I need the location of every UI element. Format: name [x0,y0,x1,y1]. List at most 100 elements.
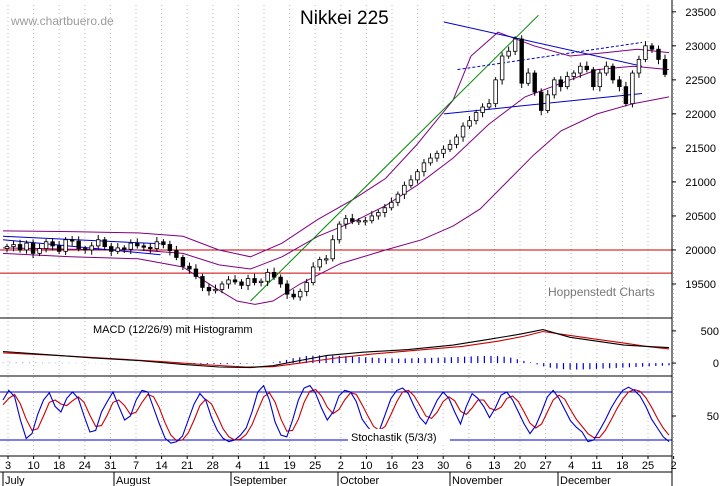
candle-body [193,268,199,277]
candle-body [356,220,362,223]
macd-label: MACD (12/26/9) mit Histogramm [93,324,253,336]
candle-body [558,79,563,88]
candle-body [115,247,120,252]
candle-body [291,293,296,298]
x-day-label: 2 [338,460,344,472]
candle-body [552,79,557,96]
x-month-label: September [233,475,287,486]
candle-body [4,246,10,249]
x-day-label: 10 [27,460,39,472]
trendline [443,21,643,67]
candle-body [161,241,166,245]
candle-body [219,283,225,290]
chart-title: Nikkei 225 [300,8,389,29]
candle-body [623,86,629,105]
macd-signal-line [2,330,670,368]
x-day-label: 4 [568,460,574,472]
candle-body [649,45,655,50]
candle-body [82,248,88,251]
candle-body [597,72,603,88]
x-day-label: 28 [207,460,219,472]
candle-body [252,278,257,284]
candle-body [662,59,668,75]
y-tick-label: 23500 [685,7,716,19]
candle-body [630,72,635,105]
macd-panel [2,329,670,370]
candle-body [519,38,524,84]
x-day-label: 23 [411,460,423,472]
candle-body [382,207,388,213]
candle-body [525,72,531,84]
x-day-label: 14 [155,460,167,472]
y-tick-label: 20500 [685,211,716,223]
macd-line [2,329,670,369]
candle-body [656,48,661,60]
candle-body [30,242,36,254]
candle-body [304,282,309,292]
candle-body [96,239,101,247]
candle-body [454,136,459,145]
x-day-label: 18 [53,460,65,472]
x-day-label: 11 [591,460,602,472]
bollinger-upper-band [2,31,670,258]
candle-body [56,245,62,252]
trendline [457,41,643,71]
candle-body [395,193,401,203]
candle-body [245,278,251,286]
candle-body [154,241,160,249]
candle-body [135,242,140,247]
x-day-label: 30 [437,460,449,472]
candle-body [486,103,492,108]
x-day-label: 10 [360,460,372,472]
candle-body [506,50,511,57]
stoch-tick-label: 50 [707,411,719,423]
x-day-label: 3 [5,460,11,472]
candle-body [604,65,609,74]
candle-body [239,281,244,286]
candle-body [63,239,68,252]
trendline [2,235,161,245]
candle-body [174,250,179,258]
stoch-k-line [2,384,670,444]
x-day-label: 6 [466,460,472,472]
candle-body [441,148,446,154]
x-day-label: 27 [539,460,551,472]
x-day-label: 25 [309,460,321,472]
candle-body [415,171,420,181]
candle-body [343,218,348,225]
x-day-label: 2 [671,460,677,472]
candle-body [493,79,498,105]
candle-body [499,55,505,81]
candle-body [43,241,49,249]
candle-body [350,218,355,222]
stochastic-label-bg [348,429,450,444]
candle-body [167,244,173,252]
x-month-label: December [560,475,611,486]
candle-body [271,272,277,278]
candle-body [584,65,590,71]
candle-body [122,247,127,250]
x-month-label: November [452,475,503,486]
candle-body [141,245,147,248]
x-day-label: 11 [258,460,269,472]
candle-body [226,279,231,285]
candle-body [473,112,479,122]
candle-body [317,259,322,268]
candle-body [89,245,94,251]
x-day-label: 7 [133,460,139,472]
trendline [2,239,161,256]
x-day-label: 20 [514,460,526,472]
candle-body [402,184,407,195]
candle-body [643,45,648,60]
candle-body [76,240,81,249]
candle-body [428,157,433,164]
candle-body [330,239,335,260]
candle-body [297,291,303,298]
candle-body [11,244,16,247]
x-day-label: 16 [386,460,398,472]
candle-body [109,246,114,252]
trendline [250,14,539,302]
price-panel [0,14,672,305]
candle-body [408,179,414,186]
